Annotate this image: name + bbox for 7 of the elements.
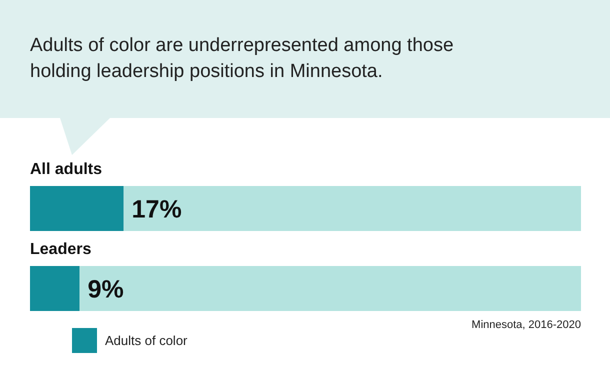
legend-label: Adults of color (105, 333, 188, 348)
text: Minnesota, 2016-2020 (472, 319, 581, 331)
chart-title: Adults of color are underrepresented among those holding leadership positions in Minnesota. (30, 34, 455, 84)
y-tick-label: Leaders (30, 240, 92, 260)
data-label: 17% (132, 196, 182, 224)
data-label: 9% (88, 276, 124, 304)
y-tick-label: All adults (30, 160, 102, 180)
